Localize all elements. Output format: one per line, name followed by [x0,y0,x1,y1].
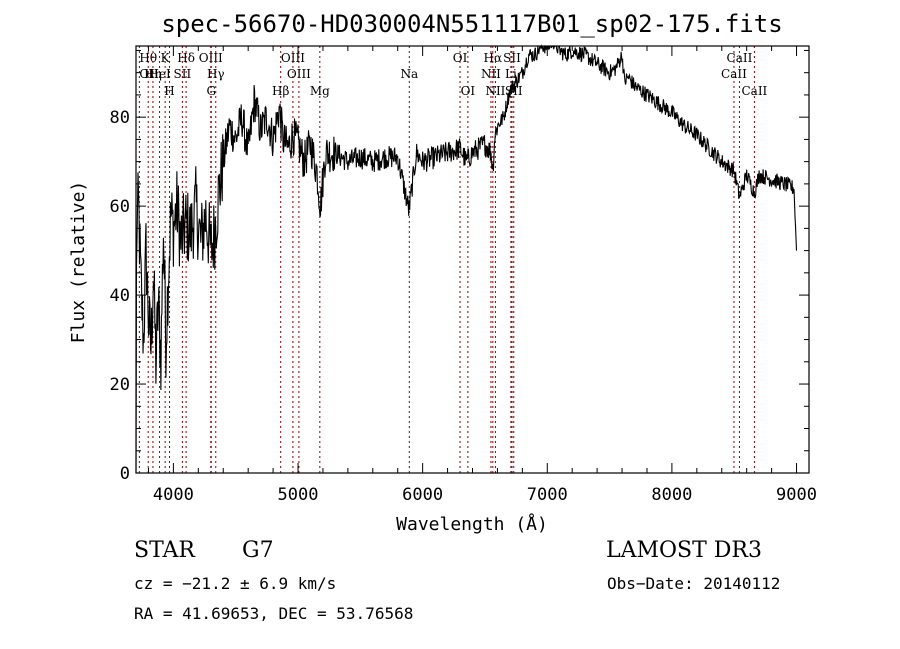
x-axis-label: Wavelength (Å) [396,513,548,535]
spectral-line-label: CaII [727,51,753,65]
spectral-line-label: G [206,84,216,98]
spectral-line-label: Na [400,67,418,81]
y-tick-label: 80 [110,108,130,128]
x-tick-label: 9000 [776,485,817,505]
spectral-line-label: OII [139,67,159,81]
spectral-line-label: CaII [741,84,767,98]
x-tick-label: 6000 [402,485,443,505]
spectral-line-label: Li [505,67,517,81]
x-tick-label: 7000 [527,485,568,505]
x-tick-label: 8000 [651,485,692,505]
x-tick-label: 4000 [153,485,194,505]
spectral-line-markers: OIIHθHηHeIKHSIIHδOIIIGHγHβOIIIOIIIMgNaOI… [138,46,768,473]
spectral-line-label: SII [174,67,192,81]
obs-date: Obs−Date: 20140112 [607,574,781,593]
spectral-line-label: Hγ [207,67,225,81]
plot-frame [135,45,810,474]
spectral-line-label: CaII [721,67,747,81]
spectral-line-label: K [161,51,171,65]
spectral-line-label: OIII [287,67,311,81]
x-tick-label: 5000 [278,485,319,505]
spectral-line-label: OIII [281,51,305,65]
redshift-cz: cz = −21.2 ± 6.9 km/s [134,574,337,593]
object-subclass: G7 [242,538,274,563]
spectral-line-label: Hβ [272,84,289,98]
flux-line [135,44,798,474]
survey-name: LAMOST DR3 [606,538,762,563]
spectral-line-label: OI [461,84,476,98]
object-class: STAR [134,538,195,563]
spectral-line-label: NII [481,67,501,81]
y-axis-ticks: 0 20 40 60 80 [110,49,809,484]
spectral-line-label: OI [453,51,468,65]
y-tick-label: 20 [110,375,130,395]
chart-title: spec-56670-HD030004N551117B01_sp02-175.f… [161,10,782,38]
spectral-line-label: SII [503,51,521,65]
x-axis-ticks: 4000 5000 6000 7000 8000 9000 [147,46,817,505]
spectral-line-label: Hθ [139,51,157,65]
y-tick-label: 60 [110,197,130,217]
spectral-line-label: H [164,84,174,98]
spectral-line-label: Hα [484,51,503,65]
spectral-line-label: Mg [310,84,330,98]
spectral-line-label: HeI [148,67,171,81]
flux-series [135,44,798,474]
spectral-line-label: NII [485,84,505,98]
spectral-line-label: Hδ [177,51,195,65]
spectral-line-label: Hη [144,67,162,81]
coordinates: RA = 41.69653, DEC = 53.76568 [134,604,414,623]
y-tick-label: 0 [120,464,130,484]
y-axis-label: Flux (relative) [68,181,89,344]
y-tick-label: 40 [110,286,130,306]
